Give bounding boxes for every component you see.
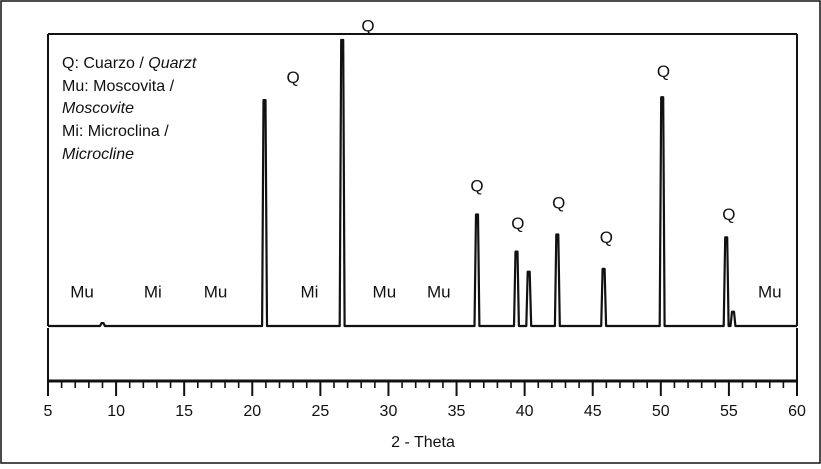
peak-label-mu: Mu — [204, 282, 228, 301]
x-tick-label: 45 — [584, 403, 602, 420]
peak-label-q: Q — [361, 16, 374, 35]
x-tick-label: 35 — [448, 403, 466, 420]
legend-line-1: Q: Cuarzo / Quarzt — [62, 54, 196, 74]
legend-text: Mu: Moscovita / — [62, 78, 175, 95]
x-tick-label: 25 — [311, 403, 329, 420]
peak-label-mu: Mu — [373, 282, 397, 301]
x-tick-labels: 5 10 15 20 25 30 35 40 45 50 55 60 — [44, 403, 806, 420]
x-tick-label: 15 — [175, 403, 193, 420]
peak-label-q: Q — [552, 194, 565, 213]
x-ticks — [47, 381, 798, 396]
legend-italic: Quarzt — [148, 55, 197, 72]
x-tick-label: 5 — [44, 403, 53, 420]
peak-label-mi: Mi — [144, 282, 162, 301]
legend-italic: Moscovite — [62, 100, 135, 117]
legend-italic: Microcline — [62, 146, 135, 163]
plot-area — [47, 33, 798, 383]
peak-label-q: Q — [470, 177, 483, 196]
x-tick-label: 55 — [720, 403, 738, 420]
x-axis-label: 2 - Theta — [391, 434, 455, 451]
legend-text: Mi: Microclina / — [62, 123, 169, 140]
legend-line-4: Mi: Microclina / — [62, 122, 169, 142]
x-tick-label: 10 — [107, 403, 125, 420]
x-tick-label: 40 — [516, 403, 534, 420]
x-tick-label: 30 — [380, 403, 398, 420]
diffraction-pattern — [48, 38, 797, 328]
peak-label-mu: Mu — [758, 282, 782, 301]
legend-line-3: Moscovite — [62, 99, 134, 119]
x-tick-label: 20 — [243, 403, 261, 420]
peak-label-q: Q — [657, 62, 670, 81]
peak-label-mu: Mu — [70, 282, 94, 301]
x-tick-label: 50 — [652, 403, 670, 420]
peak-label-q: Q — [722, 205, 735, 224]
x-tick-label: 60 — [788, 403, 806, 420]
legend-line-2: Mu: Moscovita / — [62, 77, 174, 97]
legend-text: Q: Cuarzo / — [62, 55, 149, 72]
peak-label-q: Q — [600, 228, 613, 247]
legend-line-5: Microcline — [62, 145, 134, 165]
peak-label-q: Q — [287, 68, 300, 87]
peak-label-q: Q — [511, 214, 524, 233]
peak-label-mi: Mi — [300, 282, 318, 301]
peak-annotations: Q Q Q Q Q Q Q Q Mu Mi Mu Mi Mu Mu Mu — [70, 16, 781, 301]
peak-label-mu: Mu — [427, 282, 451, 301]
